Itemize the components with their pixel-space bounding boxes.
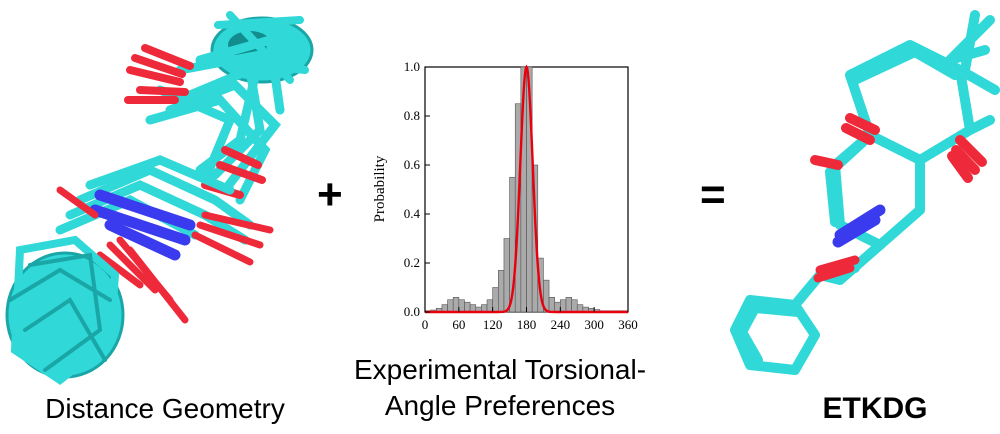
histogram-bar <box>492 287 499 313</box>
histogram-bar <box>452 297 460 313</box>
x-tick-label: 60 <box>452 317 465 332</box>
distance-geometry-ensemble <box>5 11 314 385</box>
x-tick-label: 240 <box>551 317 571 332</box>
histogram-bar <box>464 301 471 313</box>
histogram-bar <box>560 299 567 313</box>
etkdg-caption: ETKDG <box>822 392 928 425</box>
histogram-bar <box>548 297 555 313</box>
linker-nitrogen <box>832 204 886 248</box>
chart-axes: 0 60 120 180 240 300 360 0.0 0.2 0.4 0.6 0.8 1.0 <box>404 59 638 332</box>
torsion-preferences-caption: Experimental Torsional- Angle Preference… <box>330 352 670 424</box>
upper-chain-bonds <box>145 34 285 205</box>
y-tick-label: 0.2 <box>404 255 420 270</box>
etkdg-conformer <box>730 10 1000 375</box>
ring-oxygen <box>810 113 987 183</box>
x-tick-label: 300 <box>584 317 604 332</box>
x-tick-label: 0 <box>422 317 429 332</box>
y-tick-label: 0.6 <box>404 157 421 172</box>
y-tick-label: 0.0 <box>404 304 420 319</box>
histogram-bar <box>458 299 465 313</box>
histogram-bar <box>571 299 578 313</box>
bottom-ring-cluster <box>5 235 125 385</box>
histogram-bar <box>543 279 550 313</box>
histogram-bar <box>565 297 572 313</box>
histogram-bar <box>503 238 510 313</box>
torsion-caption-line2: Angle Preferences <box>384 390 616 421</box>
histogram-bars <box>424 66 629 313</box>
histogram-bar <box>447 299 454 313</box>
nitrogen-bonds <box>89 189 196 261</box>
linker-bonds <box>730 240 885 375</box>
y-tick-label: 0.8 <box>404 108 420 123</box>
histogram-bar <box>554 301 561 313</box>
x-tick-label: 180 <box>517 317 537 332</box>
y-tick-label: 0.4 <box>404 206 421 221</box>
torsion-caption-line1: Experimental Torsional- <box>353 354 647 385</box>
histogram-bar <box>498 270 505 313</box>
distance-geometry-caption: Distance Geometry <box>45 393 285 424</box>
lower-oxygen-bonds <box>56 186 274 324</box>
x-tick-label: 120 <box>483 317 503 332</box>
plus-operator: + <box>317 170 343 219</box>
linker-oxygen <box>813 255 860 283</box>
x-tick-label: 360 <box>618 317 638 332</box>
equals-operator: = <box>700 170 726 219</box>
y-axis-label: Probability <box>372 155 388 222</box>
histogram-bar <box>486 299 493 313</box>
y-tick-label: 1.0 <box>404 59 420 74</box>
torsion-angle-histogram: 0 60 120 180 240 300 360 0.0 0.2 0.4 0.6 0.8 1.0 Pro… <box>372 59 638 332</box>
